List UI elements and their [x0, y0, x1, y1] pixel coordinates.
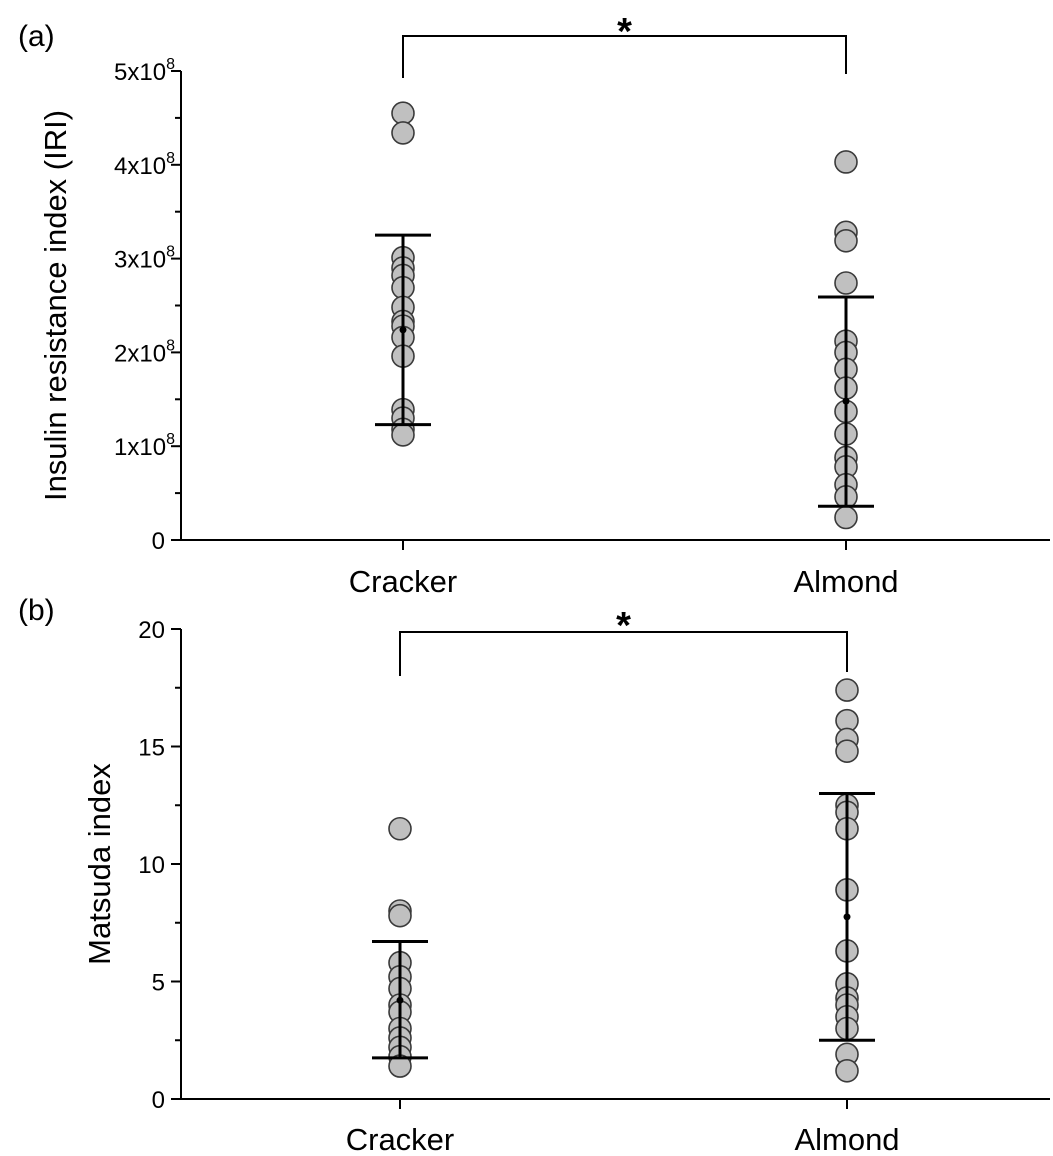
data-point: [834, 150, 858, 174]
data-point: [388, 903, 412, 928]
y-tick-label: 2x108: [114, 337, 175, 367]
data-point: [835, 739, 859, 764]
panel-label: (b): [18, 594, 55, 627]
y-tick-label: 5: [152, 970, 165, 997]
mean-marker: [843, 913, 851, 921]
significance-bracket: [399, 631, 848, 676]
chart-panel-a: (a) 0 1x108 2x108 3x108 4x108 5x108 Cracker Almo…: [18, 11, 1050, 599]
y-tick-label: 5x108: [114, 56, 175, 86]
series-almond: [818, 150, 874, 530]
x-tick-label-cracker: Cracker: [346, 1122, 455, 1156]
data-point: [834, 505, 858, 530]
x-tick-label-cracker: Cracker: [349, 564, 458, 599]
mean-marker: [842, 397, 850, 405]
series-cracker: [375, 101, 431, 447]
y-tick-label: 10: [138, 852, 165, 879]
significance-bracket: [402, 35, 847, 78]
y-tick-label: 4x108: [114, 150, 175, 180]
y-tick-label: 20: [138, 617, 165, 644]
x-tick-label-almond: Almond: [794, 1122, 899, 1156]
mean-marker: [396, 996, 404, 1004]
significance-marker: *: [617, 11, 632, 53]
series-cracker: [372, 816, 428, 1078]
data-point: [834, 271, 858, 295]
y-tick-label: 1x108: [114, 431, 175, 461]
chart-panel-b: (b) 0 5 10 15 20 Cracker Almond Matsuda index *: [18, 594, 1050, 1156]
y-tick-label: 0: [152, 1087, 165, 1114]
y-tick-label: 0: [152, 528, 165, 555]
data-point: [391, 101, 415, 126]
data-point: [391, 423, 415, 447]
y-tick-label: 3x108: [114, 244, 175, 274]
panel-label: (a): [18, 20, 55, 53]
y-tick-label: 15: [138, 735, 165, 762]
data-point: [834, 228, 858, 253]
series-almond: [819, 678, 875, 1083]
data-point: [835, 1059, 859, 1083]
y-axis-label: Insulin resistance index (IRI): [38, 110, 73, 501]
data-point: [388, 816, 412, 841]
mean-marker: [399, 326, 407, 334]
y-axis-label: Matsuda index: [82, 763, 117, 965]
significance-marker: *: [616, 605, 631, 647]
data-point: [835, 678, 859, 702]
data-point: [391, 121, 415, 145]
x-tick-label-almond: Almond: [793, 564, 898, 599]
